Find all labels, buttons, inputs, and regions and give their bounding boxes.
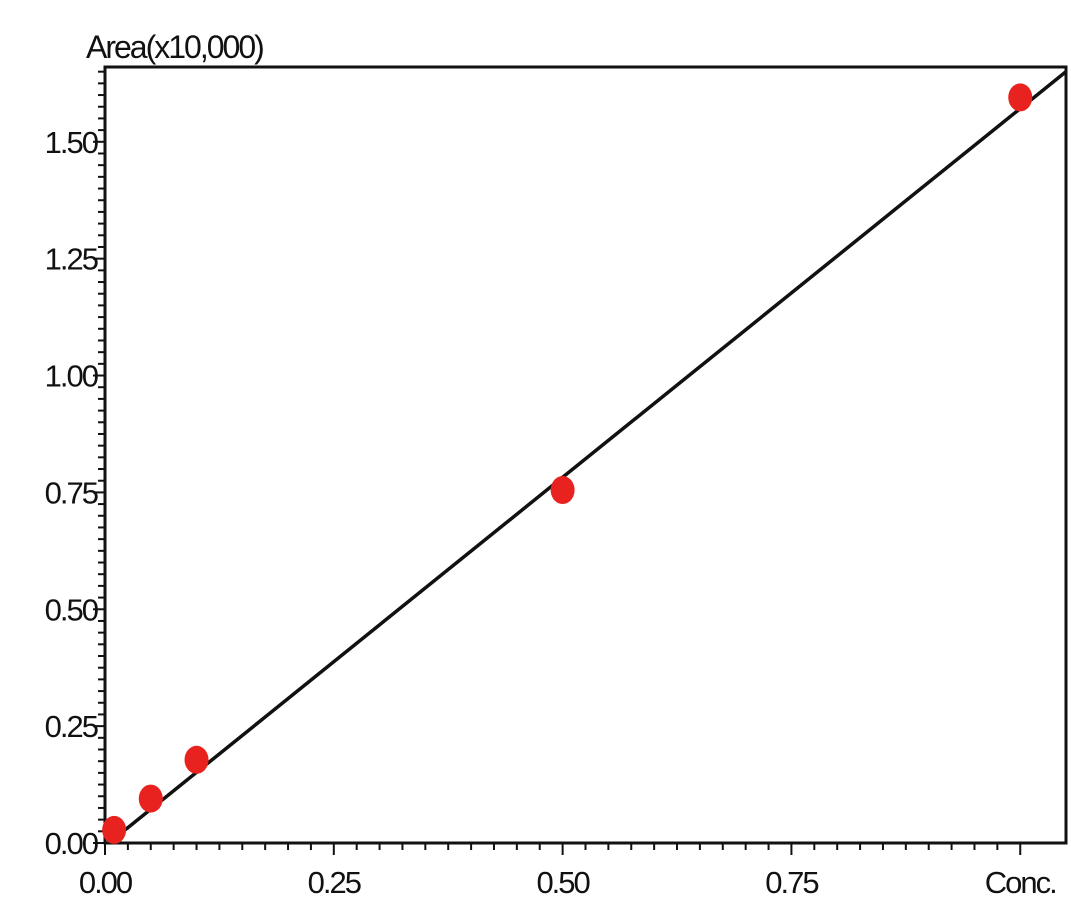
data-points: [102, 83, 1033, 844]
fit-line-group: [122, 70, 1068, 833]
x-tick-label: 0.25: [308, 865, 361, 900]
data-point: [550, 476, 575, 505]
x-tick-label: 0.75: [765, 865, 818, 900]
data-point: [138, 784, 163, 813]
y-tick-label: 1.50: [45, 125, 99, 160]
y-tick-label: 0.00: [45, 826, 99, 861]
fit-line: [122, 70, 1068, 833]
x-tick-label: Conc.: [985, 865, 1056, 900]
y-axis-label: Area(x10,000): [86, 29, 263, 65]
ticks: [93, 70, 1022, 855]
plot-frame: [103, 65, 1068, 845]
y-tick-label: 1.00: [45, 359, 99, 394]
y-tick-label: 0.75: [45, 475, 98, 510]
x-tick-label: 0.50: [536, 865, 590, 900]
y-tick-label: 0.25: [45, 709, 98, 744]
x-tick-label: 0.00: [79, 865, 133, 900]
y-tick-label: 1.25: [45, 242, 98, 277]
tick-labels: 0.00 0.25 0.50 0.75 1.00 1.25 1.50 0.00 0.25 0.50…: [45, 125, 1058, 900]
data-point: [1008, 83, 1033, 112]
data-point: [102, 815, 127, 844]
y-tick-label: 0.50: [45, 592, 99, 627]
data-point: [184, 745, 209, 774]
